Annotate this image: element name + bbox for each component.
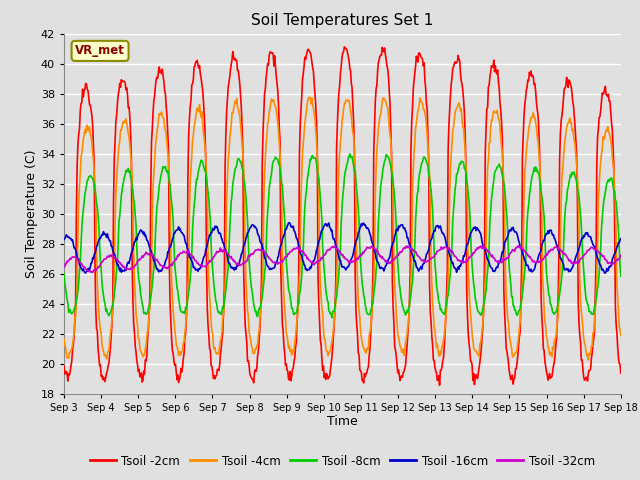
Tsoil -4cm <box>617 333 625 338</box>
Tsoil -2cm <box>617 370 625 376</box>
Tsoil -8cm <box>184 294 192 300</box>
Tsoil -2cm <box>340 44 348 50</box>
Tsoil -32cm <box>89 270 97 276</box>
Y-axis label: Soil Temperature (C): Soil Temperature (C) <box>25 149 38 278</box>
Tsoil -16cm <box>127 250 135 256</box>
Tsoil -2cm <box>70 334 78 339</box>
Tsoil -32cm <box>515 243 522 249</box>
Tsoil -16cm <box>285 220 293 226</box>
Tsoil -4cm <box>60 336 68 342</box>
Tsoil -2cm <box>428 319 435 324</box>
X-axis label: Time: Time <box>327 415 358 429</box>
Tsoil -4cm <box>411 139 419 145</box>
Tsoil -2cm <box>411 70 419 76</box>
Tsoil -8cm <box>214 306 221 312</box>
Tsoil -16cm <box>70 245 78 251</box>
Tsoil -32cm <box>428 255 435 261</box>
Tsoil -4cm <box>306 94 314 100</box>
Tsoil -16cm <box>602 270 609 276</box>
Tsoil -2cm <box>60 363 68 369</box>
Tsoil -8cm <box>617 274 625 279</box>
Tsoil -4cm <box>184 285 192 290</box>
Tsoil -16cm <box>617 236 625 241</box>
Line: Tsoil -2cm: Tsoil -2cm <box>64 47 621 385</box>
Title: Soil Temperatures Set 1: Soil Temperatures Set 1 <box>252 13 433 28</box>
Tsoil -32cm <box>214 250 222 255</box>
Legend: Tsoil -2cm, Tsoil -4cm, Tsoil -8cm, Tsoil -16cm, Tsoil -32cm: Tsoil -2cm, Tsoil -4cm, Tsoil -8cm, Tsoi… <box>85 450 600 472</box>
Tsoil -32cm <box>185 249 193 254</box>
Line: Tsoil -8cm: Tsoil -8cm <box>64 154 621 318</box>
Tsoil -4cm <box>70 330 78 336</box>
Tsoil -16cm <box>60 237 68 242</box>
Tsoil -32cm <box>617 252 625 258</box>
Tsoil -4cm <box>584 357 592 363</box>
Tsoil -8cm <box>428 198 436 204</box>
Text: VR_met: VR_met <box>75 44 125 58</box>
Tsoil -8cm <box>328 315 336 321</box>
Tsoil -16cm <box>214 225 221 230</box>
Tsoil -8cm <box>60 271 68 276</box>
Line: Tsoil -16cm: Tsoil -16cm <box>64 223 621 273</box>
Line: Tsoil -4cm: Tsoil -4cm <box>64 97 621 360</box>
Tsoil -4cm <box>127 162 135 168</box>
Tsoil -32cm <box>60 264 68 269</box>
Tsoil -16cm <box>411 258 419 264</box>
Tsoil -4cm <box>214 350 221 356</box>
Tsoil -8cm <box>70 307 78 312</box>
Tsoil -32cm <box>411 249 419 255</box>
Tsoil -8cm <box>412 217 419 223</box>
Tsoil -32cm <box>128 266 136 272</box>
Tsoil -4cm <box>428 259 435 264</box>
Tsoil -2cm <box>184 176 192 181</box>
Tsoil -8cm <box>346 151 353 157</box>
Tsoil -32cm <box>70 254 78 260</box>
Tsoil -16cm <box>184 247 192 252</box>
Tsoil -2cm <box>127 156 135 162</box>
Tsoil -2cm <box>214 367 221 372</box>
Line: Tsoil -32cm: Tsoil -32cm <box>64 246 621 273</box>
Tsoil -16cm <box>428 237 435 242</box>
Tsoil -2cm <box>436 382 444 388</box>
Tsoil -8cm <box>127 176 135 182</box>
